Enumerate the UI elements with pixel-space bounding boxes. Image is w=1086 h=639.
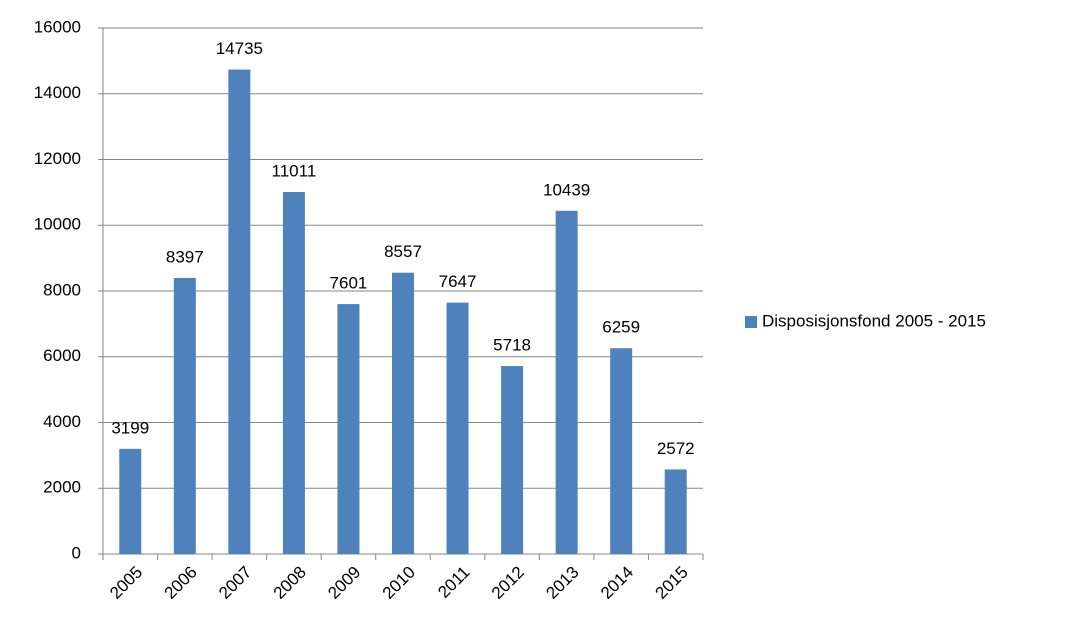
bar bbox=[501, 366, 524, 554]
bar bbox=[337, 304, 360, 554]
bar bbox=[282, 192, 305, 555]
data-label: 14735 bbox=[216, 39, 263, 58]
bar bbox=[664, 469, 687, 554]
data-label: 2572 bbox=[657, 439, 695, 458]
y-tick-label: 6000 bbox=[43, 346, 81, 365]
legend-swatch bbox=[745, 316, 757, 328]
data-label: 3199 bbox=[111, 418, 149, 437]
bar bbox=[173, 277, 196, 554]
x-tick-label: 2013 bbox=[542, 563, 582, 603]
y-tick-label: 14000 bbox=[34, 83, 81, 102]
legend-label: Disposisjonsfond 2005 - 2015 bbox=[762, 311, 986, 330]
bar bbox=[392, 272, 414, 554]
x-tick-label: 2015 bbox=[652, 563, 692, 603]
x-tick-label: 2005 bbox=[106, 563, 146, 603]
x-tick-label: 2011 bbox=[434, 563, 473, 602]
y-tick-label: 2000 bbox=[43, 478, 81, 497]
x-tick-label: 2007 bbox=[215, 563, 255, 603]
data-label: 11011 bbox=[272, 161, 317, 180]
y-tick-label: 12000 bbox=[34, 149, 81, 168]
y-tick-label: 8000 bbox=[43, 280, 81, 299]
y-tick-label: 10000 bbox=[34, 215, 81, 234]
data-label: 8557 bbox=[384, 242, 422, 261]
bar bbox=[228, 69, 251, 554]
x-tick-label: 2010 bbox=[379, 563, 419, 603]
data-label: 8397 bbox=[166, 247, 204, 266]
bar bbox=[446, 302, 469, 554]
bar bbox=[119, 448, 142, 554]
x-tick-label: 2014 bbox=[597, 563, 637, 603]
y-tick-label: 4000 bbox=[43, 412, 81, 431]
data-label: 7601 bbox=[330, 274, 368, 293]
x-tick-label: 2008 bbox=[270, 563, 310, 603]
y-tick-label: 0 bbox=[72, 543, 81, 562]
data-label: 5718 bbox=[493, 336, 531, 355]
x-tick-label: 2009 bbox=[324, 563, 364, 603]
x-tick-label: 2006 bbox=[161, 563, 201, 603]
x-tick-label: 2012 bbox=[488, 563, 528, 603]
data-label: 10439 bbox=[543, 180, 590, 199]
data-label: 6259 bbox=[602, 318, 640, 337]
data-label: 7647 bbox=[439, 272, 477, 291]
bar bbox=[610, 348, 633, 554]
y-tick-label: 16000 bbox=[34, 17, 81, 36]
bar bbox=[555, 210, 578, 554]
